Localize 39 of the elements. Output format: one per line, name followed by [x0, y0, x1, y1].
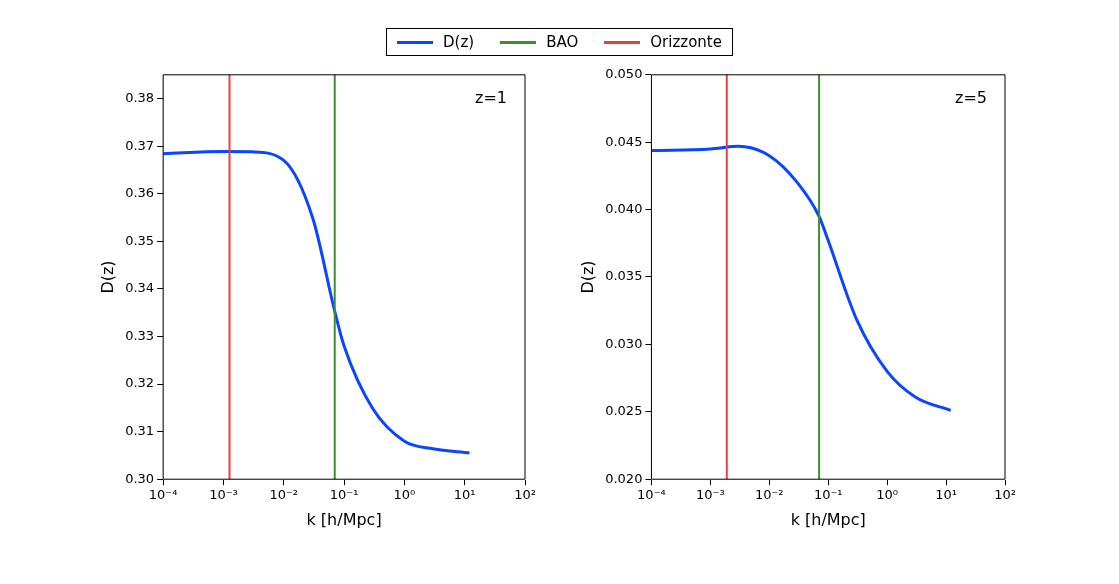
x-tick-label: 10⁻² — [754, 487, 784, 503]
y-tick-label: 0.38 — [124, 89, 154, 105]
x-tick-label: 10² — [513, 487, 536, 503]
y-tick-label: 0.34 — [124, 280, 154, 296]
legend-label: D(z) — [443, 33, 475, 51]
y-tick-label: 0.035 — [604, 268, 642, 284]
x-tick-label: 10⁰ — [393, 487, 415, 503]
x-tick-label: 10² — [993, 487, 1016, 503]
x-tick-label: 10⁻¹ — [813, 487, 843, 503]
y-tick-label: 0.36 — [124, 185, 154, 201]
x-axis-title: k [h/Mpc] — [790, 509, 866, 529]
x-tick-label: 10⁰ — [875, 487, 898, 503]
y-tick-label: 0.30 — [124, 470, 154, 486]
y-axis-title: D(z) — [577, 260, 597, 294]
legend-label: BAO — [546, 33, 579, 51]
y-tick-label: 0.020 — [604, 470, 642, 486]
y-tick-label: 0.025 — [604, 403, 642, 419]
annotation: z=1 — [474, 87, 507, 107]
x-tick-label: 10¹ — [453, 487, 476, 503]
x-tick-label: 10⁻³ — [695, 487, 725, 503]
y-tick-label: 0.32 — [124, 375, 154, 391]
x-tick-label: 10⁻³ — [208, 487, 238, 503]
x-tick-label: 10⁻⁴ — [636, 487, 666, 503]
x-tick-label: 10⁻² — [268, 487, 298, 503]
x-tick-label: 10⁻¹ — [329, 487, 358, 503]
y-axis-title: D(z) — [97, 260, 117, 294]
y-tick-label: 0.030 — [604, 335, 642, 351]
y-tick-label: 0.33 — [124, 327, 154, 343]
y-tick-label: 0.040 — [604, 200, 642, 216]
annotation: z=5 — [954, 87, 987, 107]
y-tick-label: 0.050 — [604, 66, 642, 82]
y-tick-label: 0.37 — [124, 137, 154, 153]
x-axis-title: k [h/Mpc] — [306, 509, 382, 529]
x-tick-label: 10¹ — [934, 487, 957, 503]
y-tick-label: 0.31 — [124, 423, 154, 438]
y-tick-label: 0.35 — [124, 232, 154, 248]
x-tick-label: 10⁻⁴ — [148, 487, 177, 503]
legend-label: Orizzonte — [650, 33, 722, 51]
y-tick-label: 0.045 — [604, 133, 642, 149]
